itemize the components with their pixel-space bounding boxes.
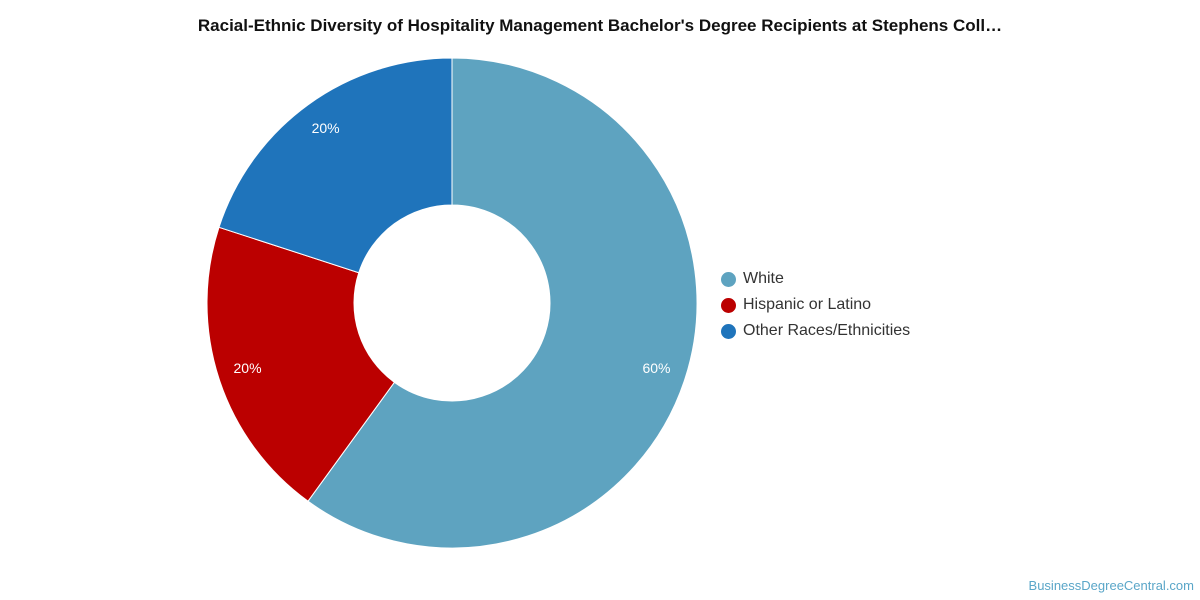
legend-item-hispanic-or-latino[interactable]: Hispanic or Latino <box>721 292 910 318</box>
legend-swatch <box>721 271 736 287</box>
slice-other-races-ethnicities[interactable] <box>218 57 453 274</box>
chart-title: Racial-Ethnic Diversity of Hospitality M… <box>197 16 1003 35</box>
legend-label: White <box>743 270 784 287</box>
source-watermark[interactable]: BusinessDegreeCentral.com <box>1028 578 1194 593</box>
slice-white[interactable] <box>307 57 698 549</box>
legend-swatch <box>721 297 736 313</box>
slice-hispanic-or-latino[interactable] <box>206 226 396 502</box>
legend-swatch <box>721 323 736 339</box>
donut-slices <box>206 57 698 549</box>
legend-label: Hispanic or Latino <box>743 296 872 313</box>
slice-label-other-races-ethnicities: 20% <box>312 120 340 136</box>
legend-item-white[interactable]: White <box>721 266 910 292</box>
legend-label: Other Races/Ethnicities <box>743 322 911 339</box>
chart-legend: White Hispanic or Latino Other Races/Ethni… <box>721 266 910 344</box>
slice-label-white: 60% <box>642 360 670 376</box>
donut-slice-labels: 60% 20% 20% <box>234 120 671 376</box>
slice-label-hispanic-or-latino: 20% <box>234 360 262 376</box>
legend-item-other-races-ethnicities[interactable]: Other Races/Ethnicities <box>721 318 910 344</box>
